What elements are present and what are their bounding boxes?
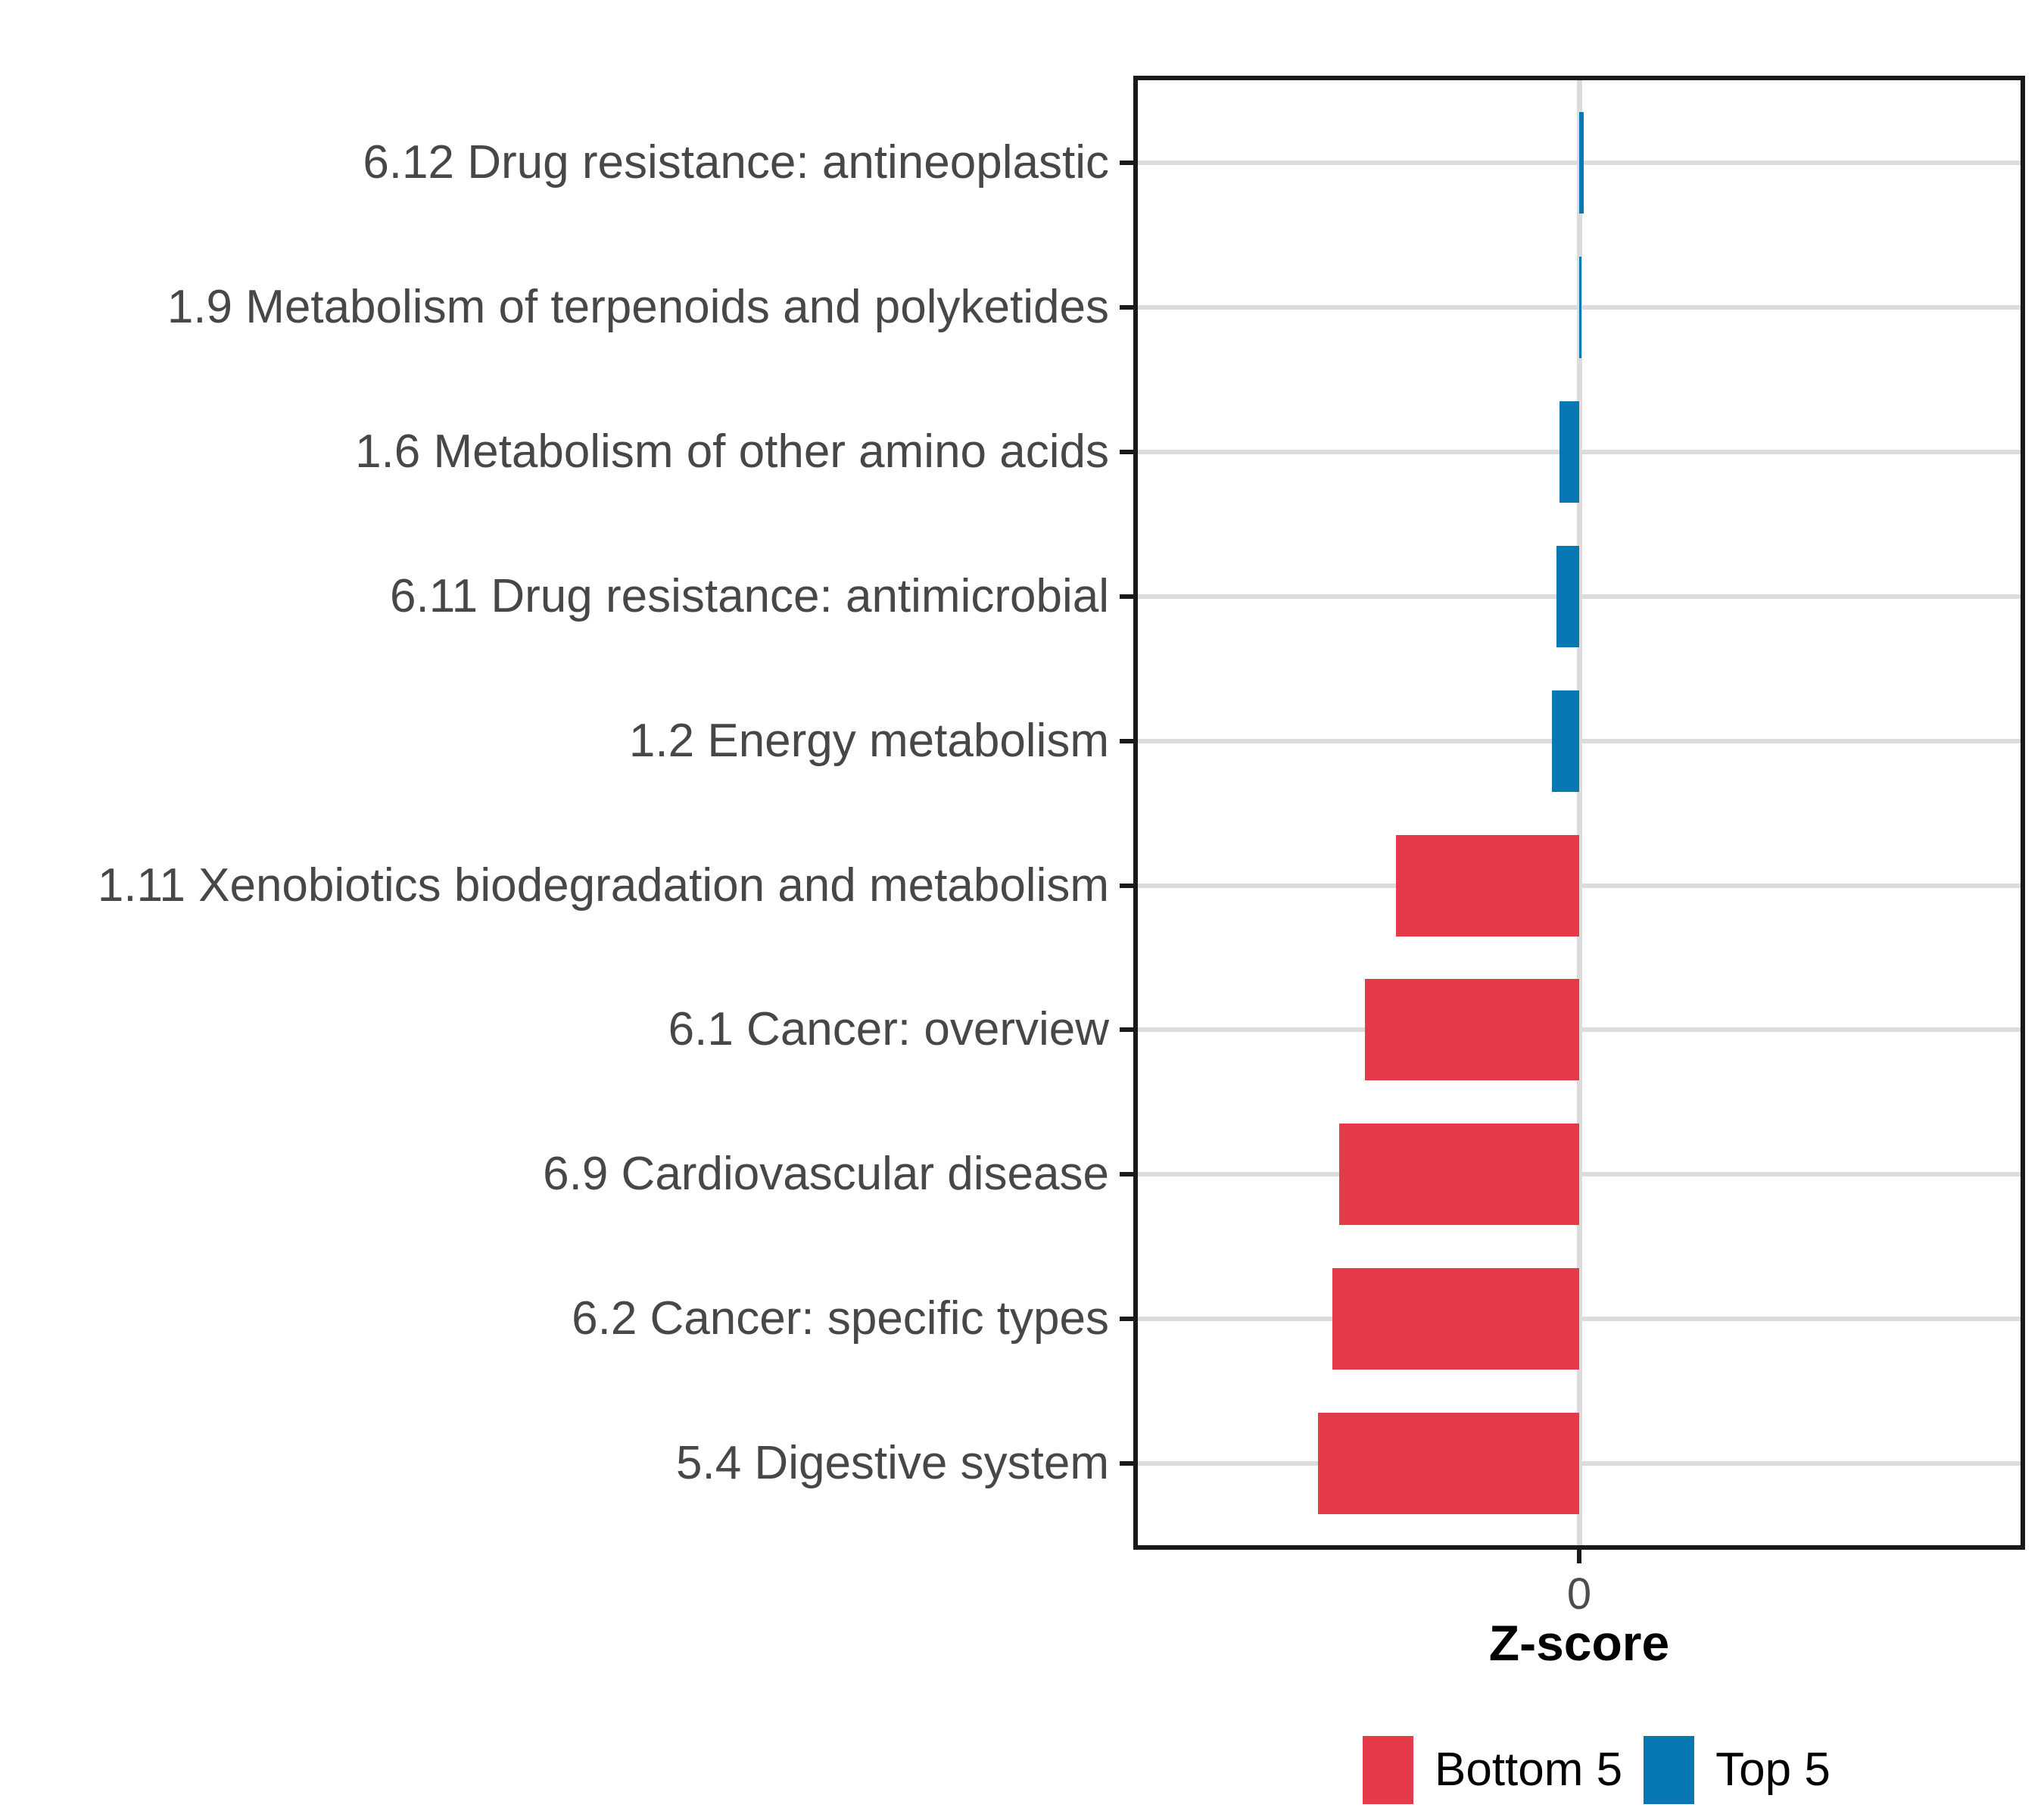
- y-axis-tick: [1120, 738, 1133, 743]
- y-axis-category-label: 6.9 Cardiovascular disease: [543, 1148, 1109, 1201]
- bar-top5-2: [1559, 400, 1579, 503]
- gridline-row: [1133, 1027, 2025, 1033]
- legend: Bottom 5 Top 5: [1363, 1736, 1831, 1804]
- legend-key-bottom5: [1363, 1736, 1413, 1804]
- y-axis-tick: [1120, 594, 1133, 599]
- y-axis-category-label: 5.4 Digestive system: [676, 1437, 1109, 1490]
- x-axis-tick-zero: [1577, 1550, 1581, 1563]
- y-axis-category-label: 1.6 Metabolism of other amino acids: [355, 425, 1109, 478]
- bar-top5-0: [1579, 112, 1584, 213]
- gridline-row: [1133, 594, 2025, 599]
- y-axis-category-label: 1.11 Xenobiotics biodegradation and meta…: [97, 859, 1109, 912]
- bar-bottom5-8: [1332, 1268, 1579, 1370]
- x-axis-tick-label-zero: 0: [1566, 1569, 1592, 1619]
- x-axis-title: Z-score: [1488, 1615, 1670, 1671]
- y-axis-category-label: 6.11 Drug resistance: antimicrobial: [390, 569, 1109, 622]
- bar-top5-4: [1551, 690, 1579, 792]
- bar-bottom5-7: [1339, 1124, 1579, 1226]
- y-axis-category-label: 1.2 Energy metabolism: [628, 714, 1109, 767]
- y-axis-tick: [1120, 1027, 1133, 1033]
- gridline-row: [1133, 1317, 2025, 1322]
- gridline-zero: [1576, 76, 1582, 1550]
- y-axis-category-label: 1.9 Metabolism of terpenoids and polyket…: [167, 280, 1109, 333]
- legend-label-bottom5: Bottom 5: [1435, 1744, 1623, 1796]
- y-axis-category-label: 6.2 Cancer: specific types: [572, 1292, 1109, 1345]
- bar-top5-1: [1579, 256, 1582, 358]
- y-axis-tick: [1120, 449, 1133, 454]
- bar-bottom5-6: [1365, 979, 1579, 1081]
- legend-key-top5: [1644, 1736, 1695, 1804]
- bar-bottom5-9: [1318, 1413, 1579, 1515]
- gridline-row: [1133, 1461, 2025, 1466]
- bar-top5-3: [1556, 545, 1579, 647]
- y-axis-tick: [1120, 1317, 1133, 1322]
- y-axis-tick: [1120, 1172, 1133, 1177]
- y-axis-category-label: 6.1 Cancer: overview: [668, 1003, 1109, 1056]
- gridline-row: [1133, 1172, 2025, 1177]
- gridline-row: [1133, 883, 2025, 888]
- gridline-row: [1133, 738, 2025, 743]
- gridline-row: [1133, 449, 2025, 454]
- y-axis-tick: [1120, 161, 1133, 165]
- bar-bottom5-5: [1395, 834, 1579, 937]
- y-axis-category-label: 6.12 Drug resistance: antineoplastic: [363, 136, 1109, 189]
- y-axis-tick: [1120, 883, 1133, 888]
- y-axis-tick: [1120, 1461, 1133, 1466]
- y-axis-tick: [1120, 304, 1133, 310]
- legend-label-top5: Top 5: [1715, 1744, 1831, 1796]
